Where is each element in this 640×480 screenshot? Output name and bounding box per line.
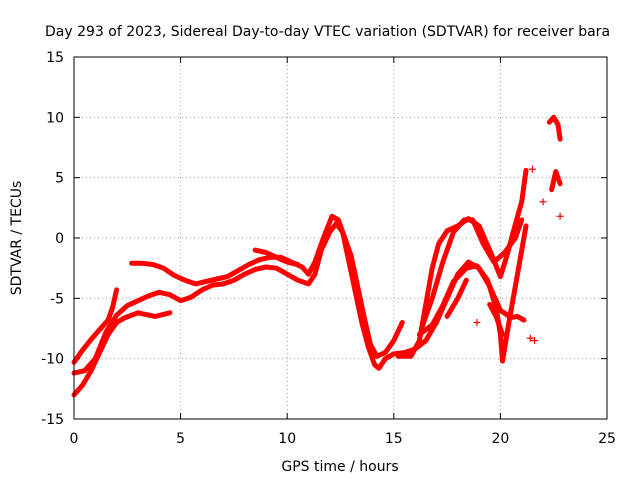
x-tick-label: 5 [176,431,185,447]
series-track-h [416,223,529,364]
series-track-j [487,301,505,337]
series-track-d [129,213,405,359]
y-tick-label: 5 [55,171,64,187]
data-point-plus [531,337,539,345]
x-tick-label: 25 [598,431,616,447]
y-axis-label: SDTVAR / TECUs [9,181,25,296]
series-track-k [546,114,563,142]
series-track-g [419,217,525,331]
data-point-plus [526,334,534,342]
data-point-plus [556,212,564,220]
y-tick-label: -10 [41,352,64,368]
x-axis-label: GPS time / hours [281,459,398,475]
data-point-plus [473,318,481,326]
x-tick-label: 20 [491,431,509,447]
chart-title: Day 293 of 2023, Sidereal Day-to-day VTE… [45,24,610,40]
series-track-i [444,277,469,319]
series-track-a [71,310,173,398]
plot-frame [73,56,608,420]
y-tick-label: -5 [50,291,64,307]
grid [74,57,607,419]
y-tick-label: 15 [46,50,64,66]
series-track-l [549,169,563,193]
y-tick-label: 10 [46,110,64,126]
series-track-b [71,287,120,365]
x-tick-label: 0 [70,431,79,447]
series-track-e [252,247,301,267]
y-tick-label: -15 [41,412,64,428]
axis-ticks: 0 5 10 15 20 25 -15 -10 -5 0 5 10 15 [41,50,616,447]
points-layer [473,165,564,345]
y-tick-label: 0 [55,231,64,247]
data-point-plus [539,198,547,206]
series-layer [71,114,563,398]
data-point-plus [528,165,536,173]
x-tick-label: 10 [278,431,296,447]
x-tick-label: 15 [385,431,403,447]
